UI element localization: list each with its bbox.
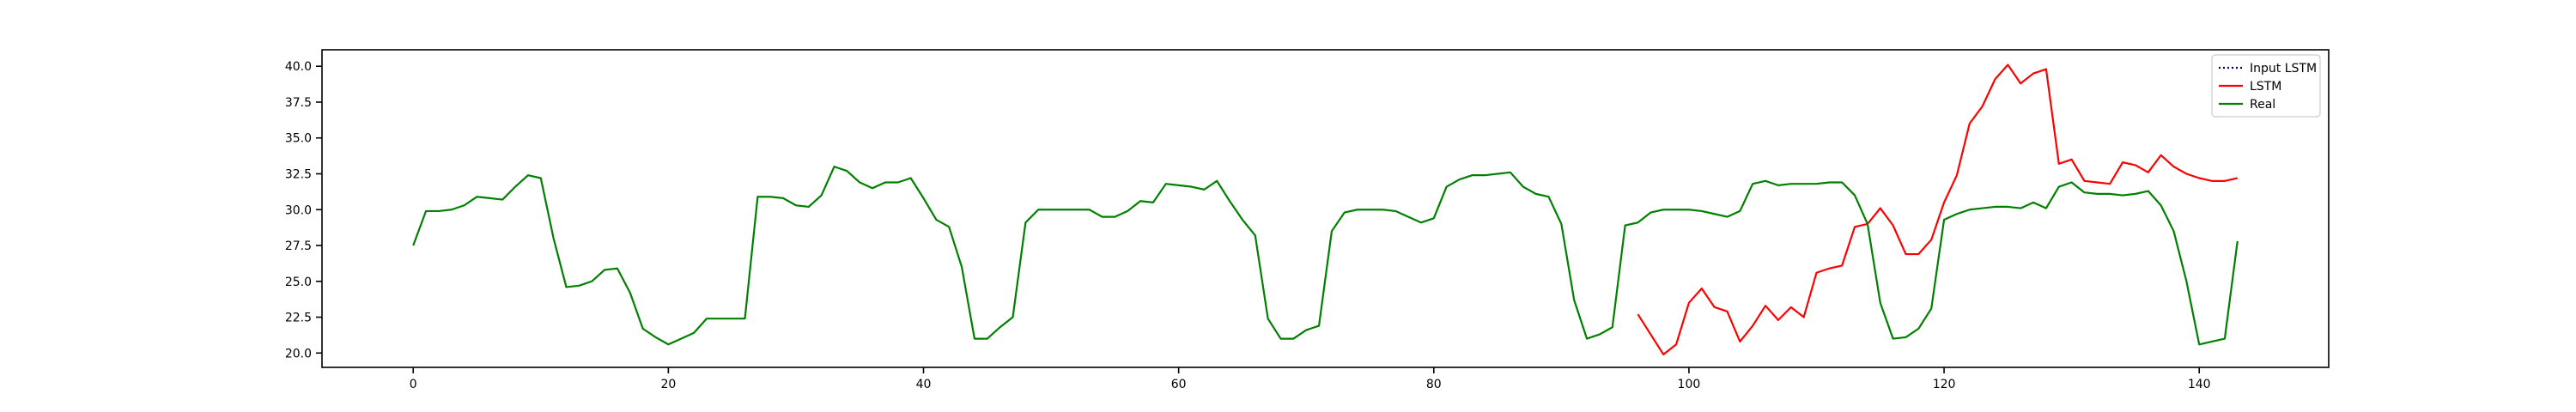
y-tick-label: 30.0 (285, 203, 312, 217)
legend-box (2211, 54, 2321, 118)
plot-series (412, 64, 2239, 356)
x-tick-label: 0 (410, 378, 417, 391)
y-tick-label: 32.5 (285, 167, 312, 181)
axes: 20.0 22.5 25.0 27.5 30.0 32.5 35.0 37.5 40.0 0 20… (285, 49, 2330, 391)
legend: Input LSTM LSTM Real (2211, 54, 2321, 118)
series-line-lstm (1637, 64, 2239, 356)
y-tick-label: 37.5 (285, 96, 312, 110)
series-line-real (412, 166, 2239, 346)
x-tick-label: 40 (916, 378, 932, 391)
y-tick-label: 35.0 (285, 132, 312, 146)
legend-label: Real (2250, 98, 2275, 112)
x-tick-label: 140 (2188, 378, 2211, 391)
y-tick-label: 40.0 (285, 60, 312, 74)
legend-label: Input LSTM (2250, 62, 2317, 76)
y-tick-label: 27.5 (285, 239, 312, 253)
x-tick-label: 120 (1933, 378, 1956, 391)
x-tick-label: 100 (1678, 378, 1701, 391)
y-tick-label: 20.0 (285, 347, 312, 360)
y-tick-label: 22.5 (285, 312, 312, 325)
plot-frame (321, 49, 2330, 368)
x-tick-label: 60 (1171, 378, 1187, 391)
legend-label: LSTM (2250, 80, 2281, 94)
y-axis: 20.0 22.5 25.0 27.5 30.0 32.5 35.0 37.5 40.0 (285, 60, 322, 360)
x-tick-label: 20 (660, 378, 676, 391)
x-tick-label: 80 (1426, 378, 1442, 391)
y-tick-label: 25.0 (285, 276, 312, 289)
x-axis: 0 20 40 60 80 100 120 140 (410, 367, 2211, 391)
